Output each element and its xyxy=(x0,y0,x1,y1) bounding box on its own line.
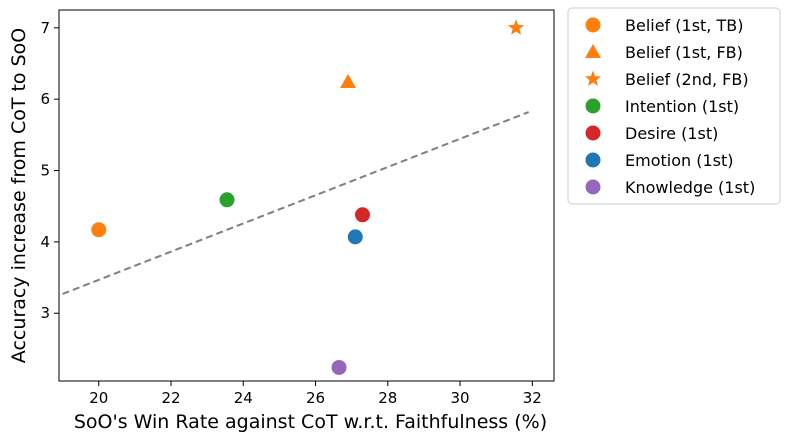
legend-entry: Belief (1st, FB) xyxy=(625,43,743,62)
data-point-1-0 xyxy=(340,74,357,89)
data-point-2-0 xyxy=(507,19,525,35)
legend-marker xyxy=(584,70,602,86)
data-point-6-0 xyxy=(331,359,347,375)
legend-marker xyxy=(585,98,601,114)
y-tick-label: 5 xyxy=(40,162,50,180)
x-tick-label: 32 xyxy=(523,389,542,407)
legend-marker xyxy=(585,152,601,168)
x-tick-label: 28 xyxy=(378,389,397,407)
y-tick-label: 3 xyxy=(40,304,50,322)
data-point-0-0 xyxy=(91,222,107,238)
x-tick-label: 24 xyxy=(234,389,253,407)
legend-marker xyxy=(585,44,601,58)
data-point-4-0 xyxy=(355,207,371,223)
legend-marker xyxy=(585,125,601,141)
plot-frame xyxy=(58,9,555,382)
x-tick-label: 20 xyxy=(89,389,108,407)
x-tick-label: 30 xyxy=(451,389,470,407)
trend-line xyxy=(62,111,530,295)
y-tick-label: 6 xyxy=(40,90,50,108)
y-tick-label: 4 xyxy=(40,233,50,251)
legend-marker xyxy=(585,17,601,33)
legend-marker xyxy=(585,179,601,195)
legend-entry: Knowledge (1st) xyxy=(625,178,755,197)
x-tick-label: 26 xyxy=(306,389,325,407)
x-tick-label: 22 xyxy=(161,389,180,407)
legend-entry: Belief (2nd, FB) xyxy=(625,70,749,89)
legend-entry: Intention (1st) xyxy=(625,97,739,116)
y-axis-label: Accuracy increase from CoT to SoO xyxy=(8,28,30,363)
legend-entry: Emotion (1st) xyxy=(625,151,734,170)
data-point-3-0 xyxy=(219,192,235,208)
legend: Belief (1st, TB) Belief (1st, FB) Belief (… xyxy=(567,7,781,205)
legend-entry: Belief (1st, TB) xyxy=(625,16,743,35)
plot-area xyxy=(62,19,530,375)
legend-entry: Desire (1st) xyxy=(625,124,718,143)
data-point-5-0 xyxy=(347,229,363,245)
legend-box xyxy=(567,7,781,205)
y-tick-label: 7 xyxy=(40,19,50,37)
x-axis-label: SoO's Win Rate against CoT w.r.t. Faithf… xyxy=(74,411,547,433)
